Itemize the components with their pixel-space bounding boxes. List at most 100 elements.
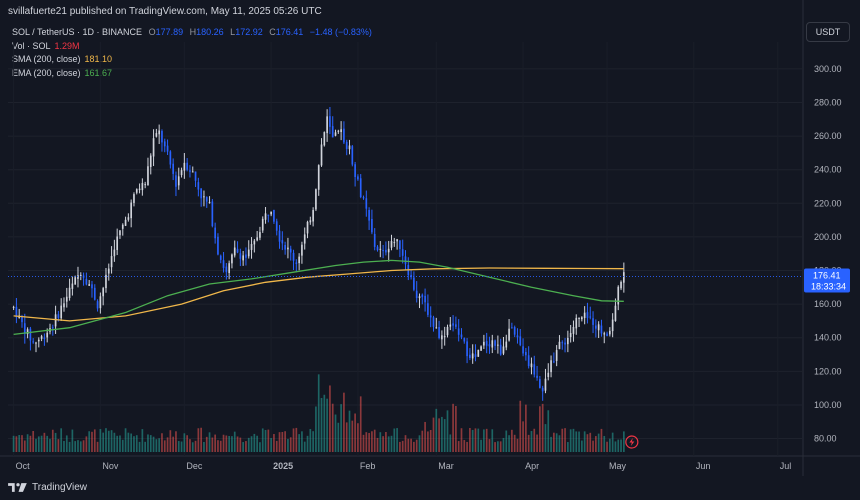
volume-bar [301,431,303,452]
volume-bar [477,428,480,452]
volume-bar [407,438,410,452]
volume-bar [264,430,267,452]
volume-bar [23,440,26,452]
candle-body [306,221,309,234]
candle-body [368,210,370,221]
currency-button[interactable]: USDT [806,22,850,42]
volume-bar [589,432,592,452]
candle-body [477,349,480,357]
volume-bar [292,428,295,452]
legend-ema-row[interactable]: EMA (200, close) 161.67 [12,67,372,81]
candle-body [205,196,208,202]
volume-bar [474,428,477,452]
candle-body [595,325,597,329]
candle-body [158,130,161,135]
volume-bar [127,432,130,452]
candle-body [326,116,328,134]
candle-body [163,141,166,147]
candle-body [189,170,191,172]
candle-body [527,355,530,367]
candle-body [231,254,233,264]
volume-bar [49,438,51,452]
candle-body [68,287,71,298]
volume-bar [43,432,46,452]
legend-volume-row[interactable]: Vol · SOL 1.29M [12,40,372,54]
candle-body [275,221,278,231]
candle-body [46,332,49,338]
candle-body [480,346,482,351]
candle-body [597,324,600,331]
candle-body [29,328,32,341]
volume-bar [354,413,356,452]
candle-body [611,319,614,332]
volume-bar [586,434,589,452]
volume-bar [502,437,505,452]
volume-bar [348,410,351,452]
candle-body [446,326,449,336]
candle-body [292,252,295,261]
candle-body [413,277,415,290]
volume-bar [256,435,258,452]
candle-body [161,130,163,143]
y-tick-label: 120.00 [814,366,842,376]
candle-body [32,341,35,343]
volume-bar [385,431,387,452]
candle-body [65,296,68,302]
candle-body [242,255,244,261]
volume-bar [74,441,77,452]
footer-brand[interactable]: TradingView [8,482,87,493]
volume-bar [508,435,510,452]
volume-bar [135,435,138,452]
volume-bar [513,434,516,452]
candle-body [54,314,57,327]
volume-bar [267,429,270,452]
volume-bar [469,427,471,452]
y-tick-label: 280.00 [814,97,842,107]
candle-body [323,132,326,146]
volume-bar [211,437,214,452]
volume-bar [410,438,412,452]
volume-bar [415,439,418,452]
candle-body [351,146,354,165]
candle-body [494,340,496,346]
volume-bar [315,406,317,452]
volume-bar [343,392,345,452]
volume-bar [155,439,158,452]
volume-bars [12,374,625,452]
volume-bar [57,439,60,452]
volume-bar [130,433,133,452]
candle-body [550,360,552,373]
candle-body [578,317,580,319]
volume-bar [12,435,15,452]
candle-body [309,220,312,223]
candle-body [471,353,474,359]
candle-body [119,230,121,236]
candle-body [194,171,197,181]
candle-body [60,305,63,319]
volume-bar [427,431,429,452]
candle-body [564,342,566,345]
close-key: C [269,27,276,37]
volume-bar [15,436,18,452]
volume-bar [533,428,536,452]
volume-bar [205,436,208,452]
candle-body [105,274,107,289]
candle-body [219,255,222,260]
volume-bar [278,432,281,452]
volume-bar [617,439,620,452]
volume-bar [387,436,390,452]
y-tick-label: 200.00 [814,232,842,242]
candle-body [236,248,239,253]
volume-bar [544,424,547,452]
candle-body [317,165,320,190]
volume-bar [457,441,460,452]
volume-bar [561,428,564,452]
legend-symbol-row[interactable]: SOL / TetherUS · 1D · BINANCE O177.89 H1… [12,26,372,40]
volume-bar [91,431,93,452]
candle-body [12,306,15,308]
volume-bar [491,429,494,452]
volume-bar [429,429,432,452]
volume-bar [197,428,200,452]
candle-body [155,133,158,137]
legend-sma-row[interactable]: SMA (200, close) 181.10 [12,53,372,67]
